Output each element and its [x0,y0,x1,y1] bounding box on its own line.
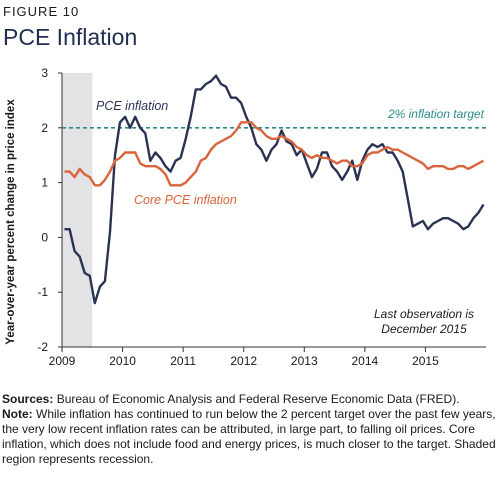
pce-inflation-line [64,74,485,305]
x-tick-label: 2011 [170,354,196,368]
note-text: While inflation has continued to run bel… [2,407,496,466]
y-tick-label: 1 [41,176,48,190]
last-observation-annotation: December 2015 [381,322,467,336]
x-tick-label: 2013 [291,354,318,368]
core-pce-inflation-label: Core PCE inflation [134,193,237,207]
sources-text: Bureau of Economic Analysis and Federal … [56,392,460,406]
y-tick-label: -2 [37,340,48,354]
chart-title: PCE Inflation [3,24,138,50]
last-observation-annotation: Last observation is [374,307,474,321]
x-tick-label: 2015 [412,354,439,368]
recession-shading [62,73,93,347]
sources-label: Sources: [2,392,54,406]
y-tick-label: 2 [41,121,48,135]
figure-label: FIGURE 10 [3,4,80,19]
y-tick-label: 3 [41,66,48,80]
y-tick-label: 0 [41,230,48,244]
sources-line: Sources: Bureau of Economic Analysis and… [2,392,498,407]
x-tick-label: 2014 [352,354,379,368]
x-tick-label: 2010 [109,354,136,368]
note-line: Note: While inflation has continued to r… [2,407,498,467]
chart-notes: Sources: Bureau of Economic Analysis and… [2,392,498,467]
y-tick-label: -1 [37,285,48,299]
note-label: Note: [2,407,33,421]
x-tick-label: 2012 [230,354,257,368]
target-label: 2% inflation target [387,107,485,121]
x-tick-label: 2009 [49,354,76,368]
y-axis-label: Year-over-year percent change in price i… [5,99,17,345]
pce-inflation-label: PCE inflation [96,99,168,113]
pce-inflation-chart: -2 -1 0 1 2 3 2009 2010 2011 2012 2013 2014 2015 Year… [5,66,486,368]
core-pce-inflation-line [64,121,485,187]
